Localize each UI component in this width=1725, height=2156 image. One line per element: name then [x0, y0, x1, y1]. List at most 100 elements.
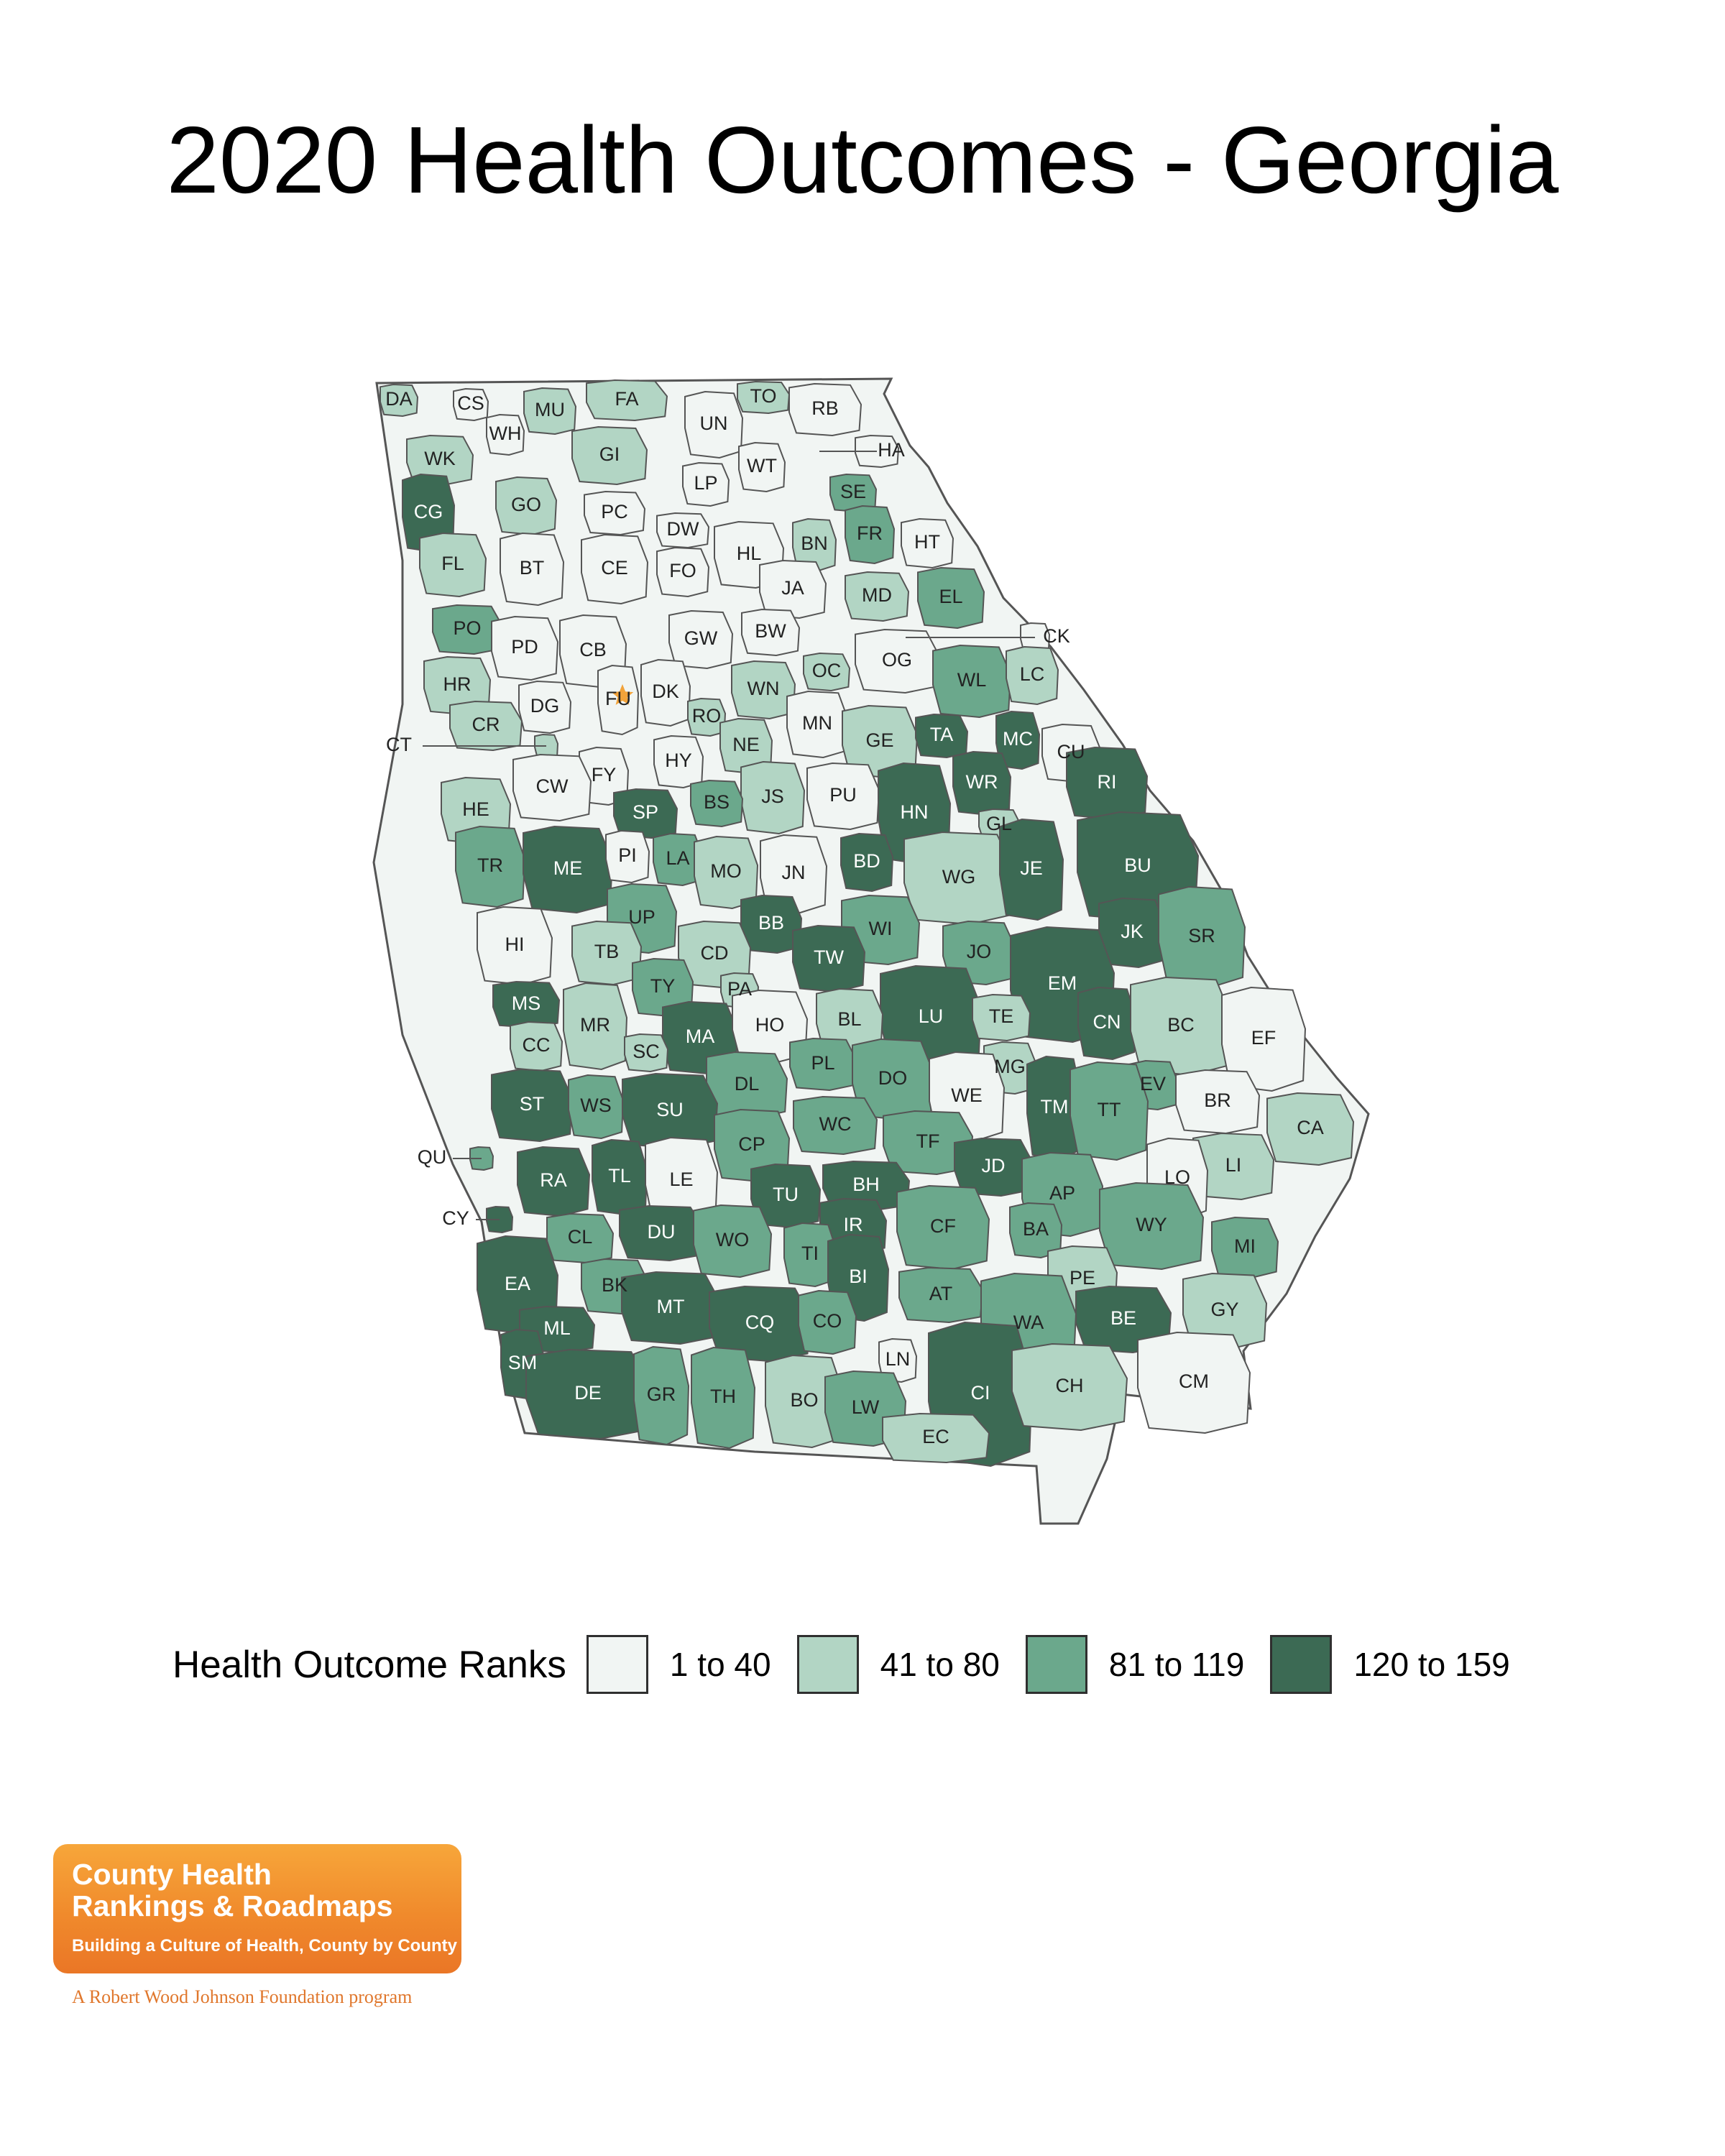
county-label-fr: FR	[857, 522, 883, 544]
county-label-ty: TY	[650, 975, 676, 997]
county-pd	[491, 615, 559, 681]
county-label-mo: MO	[710, 860, 742, 882]
county-cq	[709, 1285, 811, 1363]
county-label-js: JS	[761, 786, 784, 807]
county-ef	[1221, 986, 1307, 1092]
county-label-gy: GY	[1210, 1299, 1238, 1320]
county-ht	[901, 517, 954, 569]
county-label-wc: WC	[819, 1113, 852, 1135]
county-ln	[878, 1337, 918, 1383]
legend-swatch-1	[586, 1635, 648, 1694]
county-label-mc: MC	[1003, 728, 1033, 750]
county-label-ti: TI	[801, 1243, 819, 1264]
county-fr	[845, 505, 896, 565]
county-fo	[656, 546, 710, 598]
county-label-lp: LP	[694, 472, 717, 494]
county-tr	[455, 825, 526, 908]
logo-tagline: Building a Culture of Health, County by …	[72, 1936, 457, 1955]
county-label-mn: MN	[802, 712, 832, 734]
county-label-wh: WH	[489, 423, 522, 444]
county-label-og: OG	[882, 649, 912, 671]
county-label-cp: CP	[738, 1133, 765, 1155]
county-label-wy: WY	[1136, 1214, 1167, 1235]
county-label-pe: PE	[1070, 1267, 1095, 1289]
county-ce	[581, 533, 649, 605]
county-label-sp: SP	[632, 801, 658, 823]
county-label-tr: TR	[477, 854, 503, 876]
county-label-la: LA	[666, 847, 689, 869]
county-label-wi: WI	[869, 918, 893, 939]
county-label-ef: EF	[1251, 1027, 1276, 1049]
county-label-gr: GR	[647, 1383, 676, 1405]
county-dw	[656, 512, 710, 549]
county-label-bu: BU	[1124, 854, 1151, 876]
county-pi	[605, 829, 650, 884]
county-rb	[788, 382, 862, 437]
county-fa	[586, 379, 668, 422]
county-label-ch: CH	[1056, 1375, 1084, 1396]
county-sc	[624, 1033, 669, 1073]
county-ca	[1266, 1092, 1355, 1166]
county-label-fu: FU	[605, 688, 631, 709]
county-label-lu: LU	[919, 1005, 944, 1027]
county-label-cf: CF	[930, 1215, 956, 1237]
county-label-wg: WG	[942, 866, 976, 888]
county-label-qu: QU	[418, 1146, 447, 1168]
county-label-da: DA	[385, 388, 413, 410]
legend-label-2: 41 to 80	[880, 1646, 1000, 1683]
county-label-ma: MA	[686, 1026, 715, 1047]
county-label-wn: WN	[748, 678, 780, 699]
county-label-tw: TW	[814, 946, 844, 968]
county-co	[798, 1289, 857, 1355]
county-wt	[738, 441, 786, 493]
county-label-jn: JN	[782, 862, 806, 883]
county-label-mi: MI	[1234, 1235, 1256, 1257]
county-label-ap: AP	[1049, 1182, 1075, 1204]
county-label-mu: MU	[535, 399, 565, 420]
county-label-tf: TF	[916, 1130, 940, 1152]
legend-title: Health Outcome Ranks	[172, 1643, 566, 1686]
county-md	[845, 571, 910, 622]
county-pc	[584, 490, 646, 536]
county-label-mr: MR	[580, 1014, 610, 1036]
county-ra	[517, 1146, 591, 1217]
county-label-se: SE	[840, 481, 866, 502]
county-label-hy: HY	[665, 750, 692, 771]
county-label-me: ME	[553, 857, 583, 879]
county-label-wr: WR	[966, 771, 998, 793]
county-label-ms: MS	[512, 992, 541, 1014]
county-bd	[840, 832, 894, 893]
chrr-logo: County Health Rankings & Roadmaps Buildi…	[53, 1844, 461, 1973]
county-label-em: EM	[1048, 972, 1077, 994]
county-label-ro: RO	[692, 705, 722, 727]
county-label-bs: BS	[704, 791, 730, 813]
county-label-de: DE	[574, 1382, 602, 1404]
county-label-pd: PD	[511, 636, 538, 658]
county-go	[495, 476, 558, 536]
logo-line-1: County Health	[72, 1858, 272, 1891]
county-label-co: CO	[813, 1310, 842, 1332]
county-label-bc: BC	[1167, 1014, 1195, 1036]
county-label-tl: TL	[608, 1165, 631, 1187]
county-gy	[1182, 1272, 1268, 1350]
county-label-cl: CL	[568, 1226, 593, 1248]
county-hi	[477, 906, 553, 986]
county-label-cg: CG	[414, 501, 443, 522]
county-pu	[806, 762, 880, 831]
county-label-md: MD	[862, 584, 892, 606]
county-cm	[1137, 1331, 1251, 1434]
county-label-ea: EA	[505, 1273, 530, 1294]
county-mi	[1211, 1216, 1279, 1279]
capital-star-icon	[611, 684, 634, 705]
county-label-gl: GL	[986, 813, 1012, 834]
county-label-po: PO	[453, 617, 481, 639]
county-dg	[518, 680, 572, 734]
county-label-wa: WA	[1013, 1312, 1044, 1333]
county-label-fa: FA	[615, 388, 638, 410]
county-label-bi: BI	[849, 1266, 868, 1287]
county-wk	[406, 434, 474, 486]
county-label-th: TH	[710, 1386, 736, 1407]
county-label-hn: HN	[901, 801, 929, 823]
county-th	[691, 1346, 756, 1450]
county-label-ck: CK	[1043, 625, 1070, 647]
